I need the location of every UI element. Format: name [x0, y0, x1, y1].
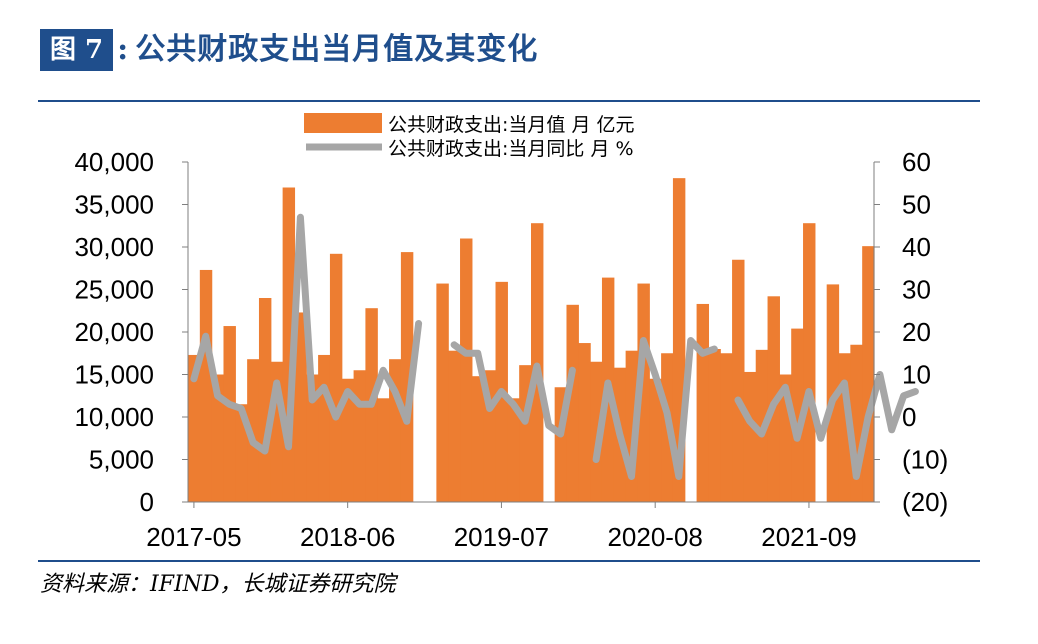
bottom-rule — [38, 560, 980, 562]
bar — [590, 361, 603, 502]
series-line — [592, 337, 718, 480]
bar — [188, 354, 201, 502]
left-axis-tick-label: 40,000 — [74, 147, 154, 177]
left-axis-tick-label: 15,000 — [74, 360, 154, 390]
bar — [436, 283, 449, 502]
bar — [566, 304, 579, 502]
legend-line-label: 公共财政支出:当月同比 月 % — [388, 138, 634, 160]
right-axis-tick-label: 60 — [902, 147, 931, 177]
bar — [471, 376, 485, 502]
legend-bar-swatch — [304, 113, 382, 133]
left-axis-tick-label: 30,000 — [74, 232, 154, 262]
right-axis-tick-label: (10) — [902, 445, 948, 475]
legend-bar-label: 公共财政支出:当月值 月 亿元 — [388, 114, 634, 136]
bar — [258, 298, 272, 502]
bar — [211, 374, 225, 502]
axes-layer: 0 5,000 10,000 15,000 20,000 25,000 30,000 35,0… — [74, 147, 948, 552]
left-axis-tick-label: 25,000 — [74, 275, 154, 305]
chart-legend: 公共财政支出:当月值 月 亿元 公共财政支出:当月同比 月 % — [304, 113, 634, 160]
bar — [862, 246, 875, 502]
bar — [708, 349, 721, 502]
bar — [507, 398, 520, 502]
bar — [696, 303, 710, 502]
bar — [460, 238, 473, 502]
bar — [329, 253, 343, 502]
bar — [294, 312, 307, 502]
right-axis-tick-label: (20) — [902, 487, 948, 517]
top-rule — [38, 100, 980, 102]
bar — [377, 398, 390, 502]
bar — [578, 343, 591, 502]
figure-title-row: 图 7 : 公共财政支出当月值及其变化 — [40, 28, 538, 72]
series-line — [190, 213, 423, 455]
bar — [826, 284, 840, 502]
figure-colon: : — [117, 32, 130, 67]
source-note: 资料来源：IFIND，长城证券研究院 — [40, 572, 396, 597]
figure-title: 公共财政支出当月值及其变化 — [135, 32, 539, 67]
right-axis-tick-label: 30 — [902, 275, 931, 305]
x-axis-tick-label: 2018-06 — [300, 522, 395, 552]
bar — [318, 354, 331, 502]
bar — [803, 223, 816, 502]
bar — [400, 252, 414, 502]
right-axis-tick-label: 40 — [902, 232, 931, 262]
line-layer — [190, 213, 919, 480]
left-axis-tick-label: 10,000 — [74, 402, 154, 432]
left-axis-tick-label: 5,000 — [89, 445, 154, 475]
bar — [199, 269, 213, 502]
bar — [306, 374, 319, 502]
right-axis-tick-label: 20 — [902, 317, 931, 347]
bar — [720, 353, 733, 502]
bar — [247, 359, 260, 502]
left-axis-tick-label: 20,000 — [74, 317, 154, 347]
bar — [223, 326, 236, 502]
x-axis-tick-label: 2019-07 — [454, 522, 549, 552]
right-axis-tick-label: 10 — [902, 360, 931, 390]
bar — [341, 378, 355, 502]
bar — [637, 283, 650, 502]
bar — [353, 370, 367, 502]
series-line — [734, 371, 919, 480]
left-axis-tick-label: 0 — [140, 487, 154, 517]
x-axis-tick-label: 2017-05 — [146, 522, 241, 552]
bar — [732, 259, 745, 502]
bar — [791, 328, 804, 502]
series-line — [450, 341, 576, 438]
left-axis-tick-label: 35,000 — [74, 190, 154, 220]
bar — [448, 350, 461, 502]
figure-label: 图 7 — [40, 29, 114, 71]
right-axis-tick-label: 0 — [902, 402, 916, 432]
x-axis-tick-label: 2021-09 — [761, 522, 856, 552]
bar — [649, 378, 662, 502]
x-axis-tick-label: 2020-08 — [607, 522, 702, 552]
bar — [743, 371, 757, 502]
right-axis-tick-label: 50 — [902, 190, 931, 220]
